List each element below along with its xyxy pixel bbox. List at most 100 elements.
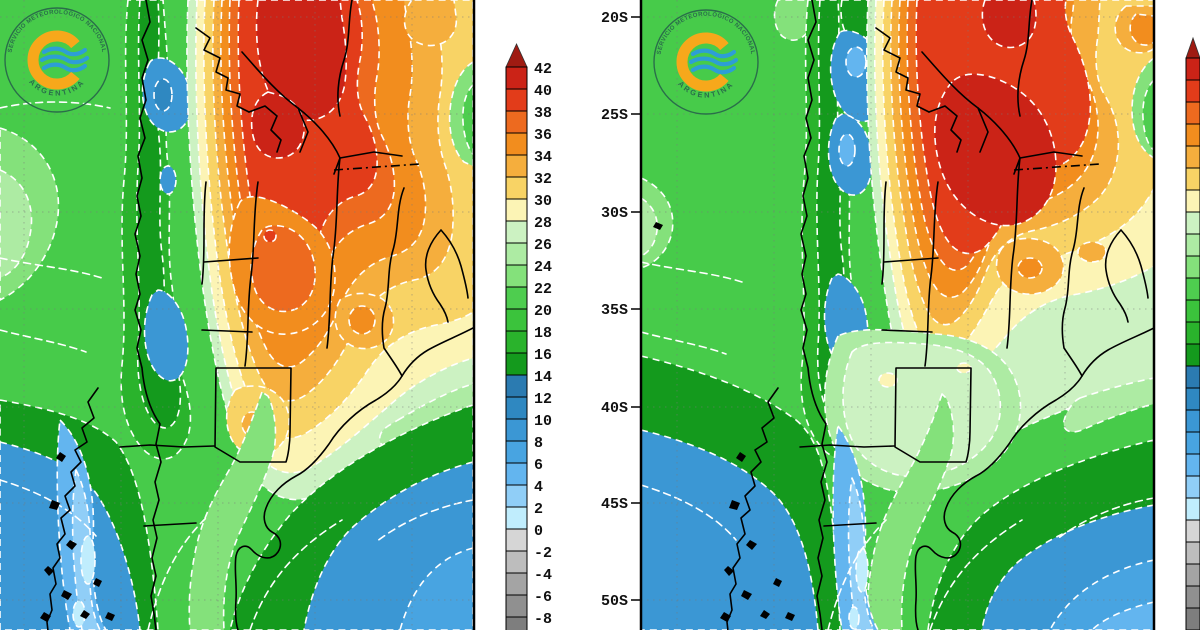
latitude-label: 40S <box>601 400 628 417</box>
colorbar-box <box>505 484 528 508</box>
right-map-borders <box>653 0 1154 630</box>
latitude-axis: 20S 25S 30S 35S 40S 45S 50S <box>601 10 640 610</box>
colorbar-box <box>1185 123 1200 147</box>
colorbar-label: -6 <box>534 589 552 606</box>
left-colorbar-labels: 424038363432302826242220181614121086420-… <box>534 61 552 628</box>
colorbar-box <box>1185 541 1200 565</box>
colorbar-label: 2 <box>534 501 543 518</box>
right-colorbar <box>1185 36 1200 630</box>
colorbar-box <box>1185 431 1200 455</box>
colorbar-box <box>1185 299 1200 323</box>
colorbar-box <box>1185 211 1200 235</box>
colorbar-box <box>505 462 528 486</box>
colorbar-box <box>505 132 528 156</box>
colorbar-box <box>505 418 528 442</box>
smn-logo-wave-icon <box>41 62 88 73</box>
colorbar-label: 28 <box>534 215 552 232</box>
colorbar-box <box>505 506 528 530</box>
left-colorbar-boxes <box>505 66 528 630</box>
left-colorbar: 424038363432302826242220181614121086420-… <box>505 43 552 630</box>
left-map-islands <box>40 452 115 622</box>
colorbar-box <box>1185 475 1200 499</box>
colorbar-box <box>1185 145 1200 169</box>
colorbar-label: 8 <box>534 435 543 452</box>
colorbar-label: 32 <box>534 171 552 188</box>
colorbar-box <box>1185 497 1200 521</box>
smn-logo-wave-icon <box>39 54 90 65</box>
colorbar-box <box>505 308 528 332</box>
colorbar-label: 0 <box>534 523 543 540</box>
colorbar-box <box>505 154 528 178</box>
left-map-borders <box>40 0 473 630</box>
colorbar-box <box>505 286 528 310</box>
colorbar-box <box>505 88 528 112</box>
smn-logo-wave-icon <box>41 46 88 57</box>
colorbar-box <box>505 352 528 376</box>
colorbar-box <box>505 440 528 464</box>
colorbar-label: 18 <box>534 325 552 342</box>
colorbar-box <box>1185 277 1200 301</box>
smn-logo-wave-icon <box>690 48 737 59</box>
colorbar-label: 42 <box>534 61 552 78</box>
colorbar-box <box>1185 585 1200 609</box>
latitude-label: 35S <box>601 302 628 319</box>
latitude-label: 20S <box>601 10 628 27</box>
colorbar-box <box>505 176 528 200</box>
colorbar-box <box>505 594 528 618</box>
colorbar-box <box>1185 409 1200 433</box>
colorbar-label: 4 <box>534 479 543 496</box>
colorbar-box <box>505 264 528 288</box>
colorbar-label: 6 <box>534 457 543 474</box>
colorbar-box <box>505 550 528 574</box>
latitude-label: 50S <box>601 593 628 610</box>
colorbar-box <box>505 110 528 134</box>
colorbar-box <box>1185 365 1200 389</box>
smn-logo-wave-icon <box>690 64 737 75</box>
smn-logo-ring <box>653 9 759 115</box>
colorbar-box <box>1185 343 1200 367</box>
colorbar-box <box>1185 519 1200 543</box>
colorbar-label: 10 <box>534 413 552 430</box>
colorbar-box <box>1185 233 1200 257</box>
latitude-label: 25S <box>601 107 628 124</box>
colorbar-label: 30 <box>534 193 552 210</box>
colorbar-box <box>505 528 528 552</box>
colorbar-arrow <box>505 43 528 68</box>
colorbar-box <box>1185 607 1200 630</box>
colorbar-label: 14 <box>534 369 552 386</box>
colorbar-box <box>505 330 528 354</box>
right-map-islands <box>653 222 795 622</box>
colorbar-box <box>1185 57 1200 81</box>
colorbar-label: -8 <box>534 611 552 628</box>
colorbar-label: 38 <box>534 105 552 122</box>
colorbar-box <box>505 220 528 244</box>
colorbar-box <box>1185 563 1200 587</box>
smn-logo-sun-icon <box>676 32 729 92</box>
colorbar-box <box>505 242 528 266</box>
smn-logo-ring <box>4 7 110 113</box>
colorbar-box <box>505 396 528 420</box>
colorbar-box <box>505 374 528 398</box>
colorbar-label: 26 <box>534 237 552 254</box>
colorbar-box <box>1185 167 1200 191</box>
colorbar-box <box>1185 453 1200 477</box>
latitude-label: 30S <box>601 205 628 222</box>
colorbar-label: 22 <box>534 281 552 298</box>
colorbar-box <box>1185 79 1200 103</box>
colorbar-box <box>1185 387 1200 411</box>
colorbar-box <box>1185 189 1200 213</box>
colorbar-label: 36 <box>534 127 552 144</box>
colorbar-label: 16 <box>534 347 552 364</box>
colorbar-label: 20 <box>534 303 552 320</box>
colorbar-label: -2 <box>534 545 552 562</box>
smn-logo-sun-icon <box>27 30 80 90</box>
colorbar-box <box>505 198 528 222</box>
colorbar-arrow <box>1185 36 1200 59</box>
colorbar-box <box>1185 321 1200 345</box>
colorbar-box <box>1185 101 1200 125</box>
smn-logo-wave-icon <box>688 56 739 67</box>
colorbar-box <box>505 616 528 630</box>
colorbar-box <box>1185 255 1200 279</box>
